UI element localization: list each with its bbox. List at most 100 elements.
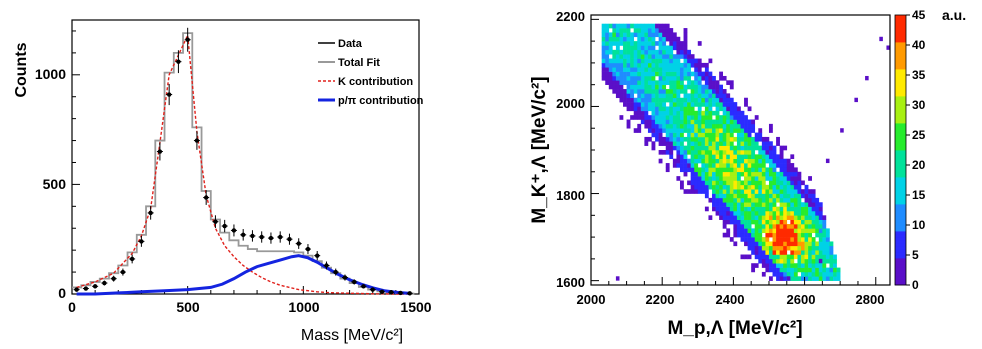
heatmap-cell: [811, 241, 816, 247]
heatmap-cell: [672, 58, 677, 64]
heatmap-cell: [697, 141, 702, 146]
heatmap-cell: [797, 224, 802, 229]
heatmap-cell: [644, 106, 649, 112]
heatmap-cell: [651, 32, 656, 38]
heatmap-cell: [623, 58, 627, 64]
heatmap-cell: [744, 180, 748, 186]
heatmap-cell: [729, 237, 734, 242]
heatmap-cell: [626, 119, 631, 125]
heatmap-cell: [619, 58, 624, 64]
heatmap-cell: [708, 123, 713, 129]
heatmap-cell: [765, 232, 770, 238]
heatmap-cell: [640, 93, 645, 99]
data-point: [314, 251, 321, 261]
heatmap-cell: [786, 202, 791, 207]
heatmap-cell: [637, 45, 642, 51]
heatmap-cell: [679, 132, 684, 138]
data-point-marker: [296, 241, 301, 246]
heatmap-cell: [829, 276, 834, 281]
heatmap-cell: [793, 206, 798, 212]
heatmap-cell: [694, 93, 699, 99]
heatmap-cell: [672, 75, 677, 81]
heatmap-cell: [751, 180, 756, 186]
heatmap-cell: [758, 189, 763, 194]
heatmap-cell: [747, 106, 752, 112]
data-point: [341, 274, 348, 281]
heatmap-cell: [758, 224, 763, 229]
heatmap-cell: [712, 128, 716, 133]
heatmap-cell: [662, 80, 667, 85]
heatmap-cell: [722, 180, 727, 186]
heatmap-cell: [793, 171, 798, 177]
data-point-marker: [129, 256, 135, 262]
heatmap-cell: [644, 23, 649, 29]
heatmap-cell: [779, 232, 784, 238]
colorbar-segment: [895, 129, 906, 133]
heatmap-cell: [719, 210, 724, 216]
heatmap-cell: [751, 145, 756, 151]
heatmap-cell: [740, 206, 745, 212]
heatmap-cell: [601, 62, 606, 68]
heatmap-cell: [712, 189, 716, 194]
heatmap-cell: [633, 45, 638, 51]
heatmap-cell: [761, 176, 766, 181]
heatmap-cell: [804, 215, 809, 220]
heatmap-cell: [768, 263, 773, 268]
heatmap-cell: [701, 115, 706, 120]
heatmap-cell: [626, 36, 631, 42]
colorbar-segment: [895, 225, 906, 229]
heatmap-cell: [704, 123, 709, 129]
heatmap-cell: [701, 84, 706, 90]
heatmap-cell: [726, 123, 731, 129]
heatmap-cell: [768, 276, 773, 281]
heatmap-cell: [722, 145, 727, 151]
heatmap-cell: [676, 128, 681, 133]
heatmap-cell: [797, 232, 802, 238]
heatmap-cell: [765, 154, 770, 160]
heatmap-cell: [687, 106, 691, 112]
heatmap-cell: [804, 193, 809, 199]
heatmap-cell: [697, 102, 702, 107]
heatmap-cell: [626, 58, 631, 64]
heatmap-cell: [633, 110, 638, 116]
heatmap-cell: [808, 241, 812, 247]
heatmap-cell: [637, 75, 642, 81]
colorbar-segment: [895, 198, 906, 202]
heatmap-cell: [808, 210, 812, 216]
heatmap-cell: [815, 245, 820, 251]
heatmap-cell: [623, 71, 627, 77]
heatmap-cell: [779, 206, 784, 212]
legend: Data Total Fit K contribution p/π contri…: [318, 38, 424, 107]
heatmap-cell: [623, 97, 627, 103]
heatmap-cell: [761, 254, 766, 260]
heatmap-cell: [719, 93, 724, 99]
heatmap-cell: [779, 197, 784, 203]
heatmap-cell: [825, 254, 830, 260]
heatmap-cell: [708, 197, 713, 203]
heatmap-outlier-cell: [615, 276, 620, 281]
heatmap-cell: [676, 154, 681, 160]
heatmap-cell: [790, 189, 795, 194]
heatmap-cell: [747, 150, 752, 155]
heatmap-cell: [797, 180, 802, 186]
heatmap-cell: [687, 180, 691, 186]
heatmap-cell: [637, 23, 642, 29]
colorbar-segment: [895, 120, 906, 124]
heatmap-cell: [722, 167, 727, 173]
data-point-marker: [83, 286, 89, 291]
heatmap-cell: [669, 49, 674, 55]
heatmap-cell: [815, 215, 820, 220]
heatmap-cell: [754, 206, 759, 212]
heatmap-cell: [655, 54, 659, 59]
heatmap-cell: [679, 128, 684, 133]
heatmap-cell: [811, 189, 816, 194]
heatmap-cell: [804, 237, 809, 242]
heatmap-cell: [694, 80, 699, 85]
heatmap-cell: [676, 58, 681, 64]
heatmap-cell: [644, 36, 649, 42]
heatmap-cell: [722, 132, 727, 138]
heatmap-cell: [655, 102, 659, 107]
heatmap-cell: [608, 41, 613, 46]
heatmap-cell: [833, 267, 837, 273]
heatmap-cell: [765, 263, 770, 268]
